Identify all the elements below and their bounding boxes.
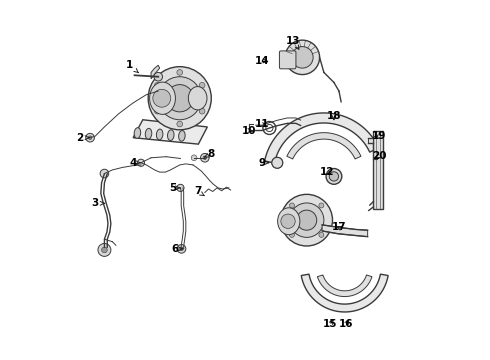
Circle shape xyxy=(177,184,184,192)
Circle shape xyxy=(199,108,205,114)
Circle shape xyxy=(329,172,339,181)
Circle shape xyxy=(285,40,319,75)
Polygon shape xyxy=(265,113,379,163)
Circle shape xyxy=(177,69,183,75)
Circle shape xyxy=(158,77,201,120)
Text: 14: 14 xyxy=(255,56,270,66)
Polygon shape xyxy=(322,225,368,237)
Circle shape xyxy=(101,247,107,253)
Text: 17: 17 xyxy=(332,222,346,232)
Text: 13: 13 xyxy=(286,36,301,49)
Text: 8: 8 xyxy=(204,149,215,159)
Text: 3: 3 xyxy=(92,198,104,208)
Text: 7: 7 xyxy=(194,186,204,197)
Circle shape xyxy=(166,85,194,112)
Text: 10: 10 xyxy=(242,126,256,135)
Text: 11: 11 xyxy=(255,120,270,129)
Ellipse shape xyxy=(149,82,175,114)
Polygon shape xyxy=(287,133,361,159)
Polygon shape xyxy=(318,275,372,297)
Text: 20: 20 xyxy=(372,150,387,161)
Text: 15: 15 xyxy=(323,319,338,329)
Circle shape xyxy=(88,136,92,139)
Text: 18: 18 xyxy=(327,111,341,121)
Circle shape xyxy=(200,153,209,162)
Text: 9: 9 xyxy=(259,158,269,168)
Ellipse shape xyxy=(168,130,174,140)
Circle shape xyxy=(292,46,313,68)
Polygon shape xyxy=(133,120,207,144)
Circle shape xyxy=(272,157,283,168)
Circle shape xyxy=(290,203,324,237)
Circle shape xyxy=(326,168,342,184)
Circle shape xyxy=(98,243,111,256)
Circle shape xyxy=(296,210,317,230)
Ellipse shape xyxy=(145,129,152,139)
Circle shape xyxy=(177,121,183,127)
Text: 6: 6 xyxy=(172,244,182,254)
Ellipse shape xyxy=(179,131,185,141)
Text: 5: 5 xyxy=(170,183,180,193)
Ellipse shape xyxy=(278,208,300,235)
Text: 4: 4 xyxy=(129,158,140,168)
Circle shape xyxy=(137,159,145,166)
Text: 19: 19 xyxy=(372,131,387,141)
Circle shape xyxy=(154,108,160,114)
Polygon shape xyxy=(301,274,388,312)
Text: 12: 12 xyxy=(320,167,335,177)
Circle shape xyxy=(199,82,205,88)
Circle shape xyxy=(290,232,294,237)
Polygon shape xyxy=(368,138,373,143)
Circle shape xyxy=(180,247,183,251)
Text: 2: 2 xyxy=(75,133,89,143)
Circle shape xyxy=(86,134,95,142)
Ellipse shape xyxy=(156,129,163,140)
Circle shape xyxy=(100,169,109,178)
Circle shape xyxy=(153,89,171,107)
Circle shape xyxy=(203,156,207,159)
FancyBboxPatch shape xyxy=(279,51,296,69)
Circle shape xyxy=(281,214,295,228)
Circle shape xyxy=(148,67,211,130)
Text: 16: 16 xyxy=(339,319,353,329)
Text: 1: 1 xyxy=(126,60,138,73)
Circle shape xyxy=(319,203,324,208)
Circle shape xyxy=(281,194,333,246)
Ellipse shape xyxy=(134,128,141,138)
Circle shape xyxy=(154,72,163,81)
Bar xyxy=(373,131,383,210)
Circle shape xyxy=(290,203,294,208)
Polygon shape xyxy=(151,65,160,79)
Circle shape xyxy=(154,82,160,88)
Circle shape xyxy=(319,232,324,237)
Ellipse shape xyxy=(188,87,207,110)
Circle shape xyxy=(177,244,186,253)
Circle shape xyxy=(191,155,197,161)
